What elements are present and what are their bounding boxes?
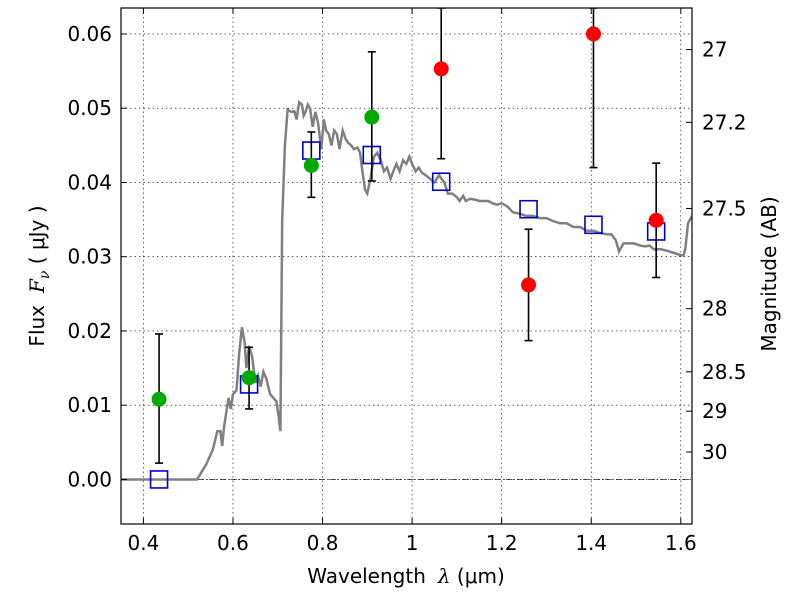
x-axis-label: Wavelength λ (μm) <box>307 564 505 588</box>
right-axis-label: Magnitude (AB) <box>757 196 781 351</box>
right-tick-label: 27.2 <box>702 110 747 134</box>
x-axis-ticks: 0.4 0.6 0.8 1 1.2 1.4 1.6 <box>127 8 697 555</box>
observed-points <box>151 26 664 407</box>
y-tick-label: 0.06 <box>67 22 112 46</box>
y-tick-label: 0.01 <box>67 393 112 417</box>
right-axis-ticks: 27 27.2 27.5 28 28.5 29 30 <box>686 38 747 464</box>
y-axis-ticks: 0.00 0.01 0.02 0.03 0.04 0.05 0.06 <box>67 22 127 491</box>
plot-frame <box>120 7 693 525</box>
plot-area <box>121 8 692 489</box>
grid-lines <box>121 8 692 524</box>
y-axis-label: FluxFν ( μJy ) <box>25 205 53 346</box>
upper-limit-point <box>585 26 601 42</box>
y-tick-label: 0.05 <box>67 96 112 120</box>
right-tick-label: 27 <box>702 38 727 62</box>
model-spectrum-line <box>121 99 692 481</box>
model-photometry-boxes <box>149 141 666 489</box>
y-tick-label: 0.00 <box>67 467 112 491</box>
right-tick-label: 28 <box>702 297 727 321</box>
x-tick-label: 0.8 <box>307 531 339 555</box>
detected-point <box>303 157 319 173</box>
detected-point <box>151 391 167 407</box>
right-tick-label: 30 <box>702 440 727 464</box>
x-tick-label: 1.2 <box>486 531 518 555</box>
upper-limit-point <box>648 212 664 228</box>
right-tick-label: 27.5 <box>702 196 747 220</box>
y-tick-label: 0.02 <box>67 319 112 343</box>
model-box <box>149 470 169 489</box>
error-bars <box>155 8 661 464</box>
model-box <box>584 215 603 235</box>
detected-point <box>364 109 380 125</box>
x-tick-label: 0.4 <box>127 531 159 555</box>
model-box <box>431 172 451 192</box>
right-tick-label: 29 <box>702 399 727 423</box>
y-tick-label: 0.04 <box>67 170 112 194</box>
x-tick-label: 1 <box>406 531 419 555</box>
model-box <box>519 199 538 219</box>
detected-point <box>241 370 257 386</box>
right-tick-label: 28.5 <box>702 360 747 384</box>
x-tick-label: 0.6 <box>217 531 249 555</box>
upper-limit-point <box>521 277 537 293</box>
x-tick-label: 1.4 <box>575 531 607 555</box>
upper-limit-point <box>433 61 449 77</box>
y-tick-label: 0.03 <box>67 245 112 269</box>
x-tick-label: 1.6 <box>665 531 697 555</box>
